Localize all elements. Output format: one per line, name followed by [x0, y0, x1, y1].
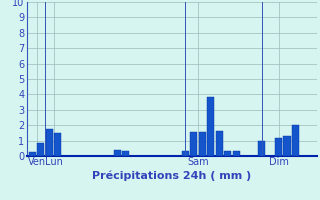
- Bar: [198, 132, 206, 156]
- Bar: [275, 138, 282, 156]
- Bar: [284, 136, 291, 156]
- Bar: [181, 151, 189, 156]
- Bar: [54, 133, 61, 156]
- X-axis label: Précipitations 24h ( mm ): Précipitations 24h ( mm ): [92, 170, 252, 181]
- Bar: [122, 151, 129, 156]
- Bar: [224, 151, 231, 156]
- Bar: [29, 152, 36, 156]
- Bar: [233, 151, 240, 156]
- Bar: [207, 97, 214, 156]
- Bar: [292, 125, 299, 156]
- Bar: [46, 129, 53, 156]
- Bar: [114, 150, 121, 156]
- Bar: [258, 141, 265, 156]
- Bar: [37, 143, 44, 156]
- Bar: [216, 131, 223, 156]
- Bar: [190, 132, 197, 156]
